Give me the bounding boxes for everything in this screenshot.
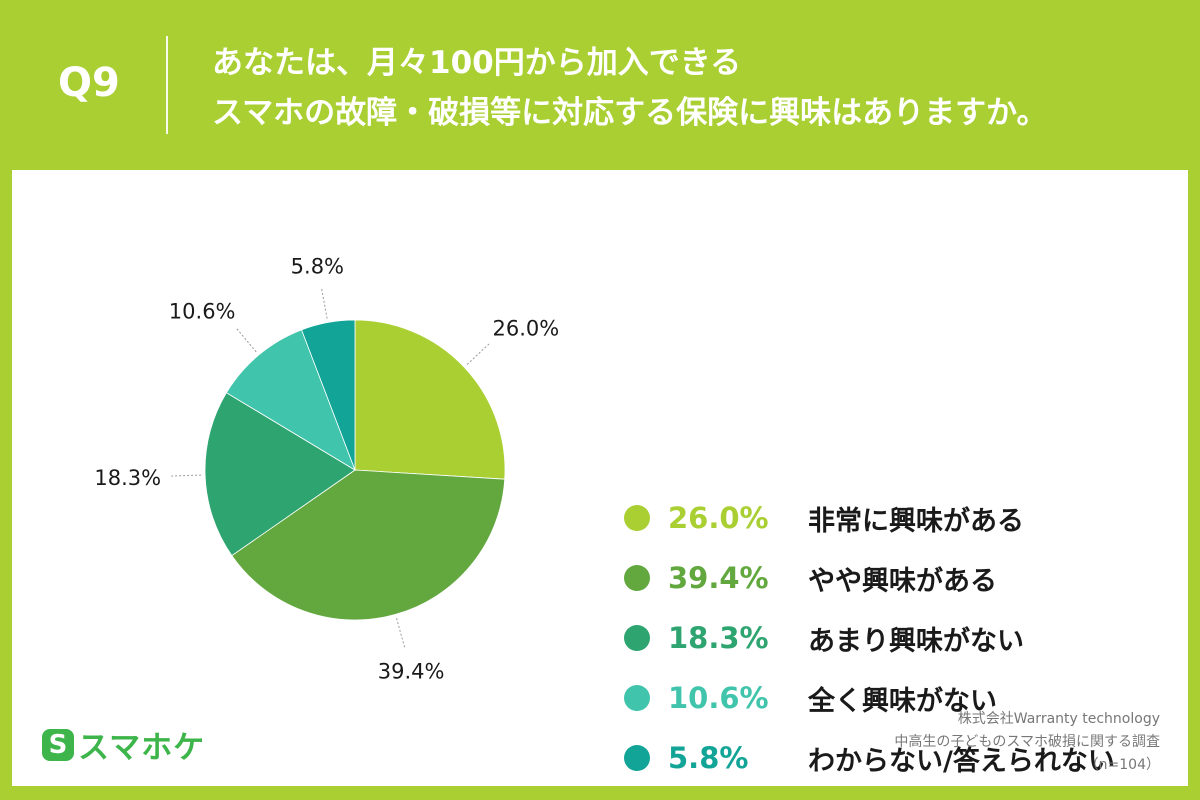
legend-item: 18.3% あまり興味がない: [624, 608, 1184, 668]
legend-item: 5.8% わからない/答えられない: [624, 728, 1184, 788]
legend-label: わからない/答えられない: [808, 745, 1115, 777]
question-text: あなたは、月々100円から加入できる スマホの故障・破損等に対応する保険に興味は…: [212, 38, 1047, 138]
source-sample-size: （n=104）: [1084, 757, 1160, 773]
slice-label-very-interested: 26.0%: [493, 316, 560, 340]
leader-line-not-interested: [235, 327, 257, 353]
chart-card: 26.0% 39.4% 18.3% 10.6% 5.8% 26.0% 非常に興味がある …: [12, 170, 1188, 786]
legend-value: 18.3%: [668, 621, 769, 655]
header-divider: [166, 36, 168, 134]
legend-value: 39.4%: [668, 561, 769, 595]
slice-label-somewhat-interested: 39.4%: [378, 659, 445, 683]
pie-slice-not-interested: [225, 329, 356, 471]
pie-chart: 26.0% 39.4% 18.3% 10.6% 5.8%: [94, 254, 560, 683]
legend-item: 10.6% 全く興味がない: [624, 668, 1184, 728]
brand-logo: S スマホケ: [42, 722, 205, 767]
logo-text: スマホケ: [78, 730, 206, 766]
pie-slice-very-interested: [354, 319, 506, 480]
legend-dot-somewhat-interested: [624, 565, 650, 591]
legend-dot-not-very-interested: [624, 625, 650, 651]
source-note: 株式会社Warranty technology 中高生の子どものスマホ破損に関す…: [894, 708, 1160, 777]
header: Q9 あなたは、月々100円から加入できる スマホの故障・破損等に対応する保険に…: [0, 0, 1200, 170]
legend-label: 全く興味がない: [808, 685, 997, 717]
question-line-2: スマホの故障・破損等に対応する保険に興味はありますか。: [212, 95, 1048, 131]
legend-value: 5.8%: [668, 741, 749, 775]
pie-slice-not-very-interested: [204, 392, 356, 557]
legend: 26.0% 非常に興味がある 39.4% やや興味がある 18.3% あまり興味…: [624, 488, 1184, 788]
legend-value: 10.6%: [668, 681, 769, 715]
legend-label: 非常に興味がある: [808, 505, 1024, 537]
legend-value: 26.0%: [668, 501, 769, 535]
question-number: Q9: [58, 60, 120, 106]
legend-dot-very-interested: [624, 505, 650, 531]
slice-label-dont-know: 5.8%: [291, 254, 344, 278]
source-survey: 中高生の子どものスマホ破損に関する調査: [894, 734, 1160, 750]
pie-slice-somewhat-interested: [231, 469, 506, 621]
question-line-1: あなたは、月々100円から加入できる: [212, 45, 742, 81]
slice-label-not-very-interested: 18.3%: [94, 466, 161, 490]
logo-mark-icon: S: [42, 728, 74, 761]
legend-dot-dont-know: [624, 745, 650, 771]
legend-label: あまり興味がない: [808, 625, 1024, 657]
legend-item: 39.4% やや興味がある: [624, 548, 1184, 608]
leader-line-dont-know: [320, 286, 328, 319]
pie-slice-dont-know: [301, 319, 356, 471]
leader-line-somewhat-interested: [396, 618, 406, 650]
slice-label-not-interested: 10.6%: [169, 299, 236, 323]
legend-label: やや興味がある: [808, 565, 997, 597]
leader-line-not-very-interested: [169, 474, 202, 477]
leader-line-very-interested: [466, 342, 491, 365]
legend-dot-not-interested: [624, 685, 650, 711]
legend-item: 26.0% 非常に興味がある: [624, 488, 1184, 548]
source-company: 株式会社Warranty technology: [957, 711, 1160, 727]
